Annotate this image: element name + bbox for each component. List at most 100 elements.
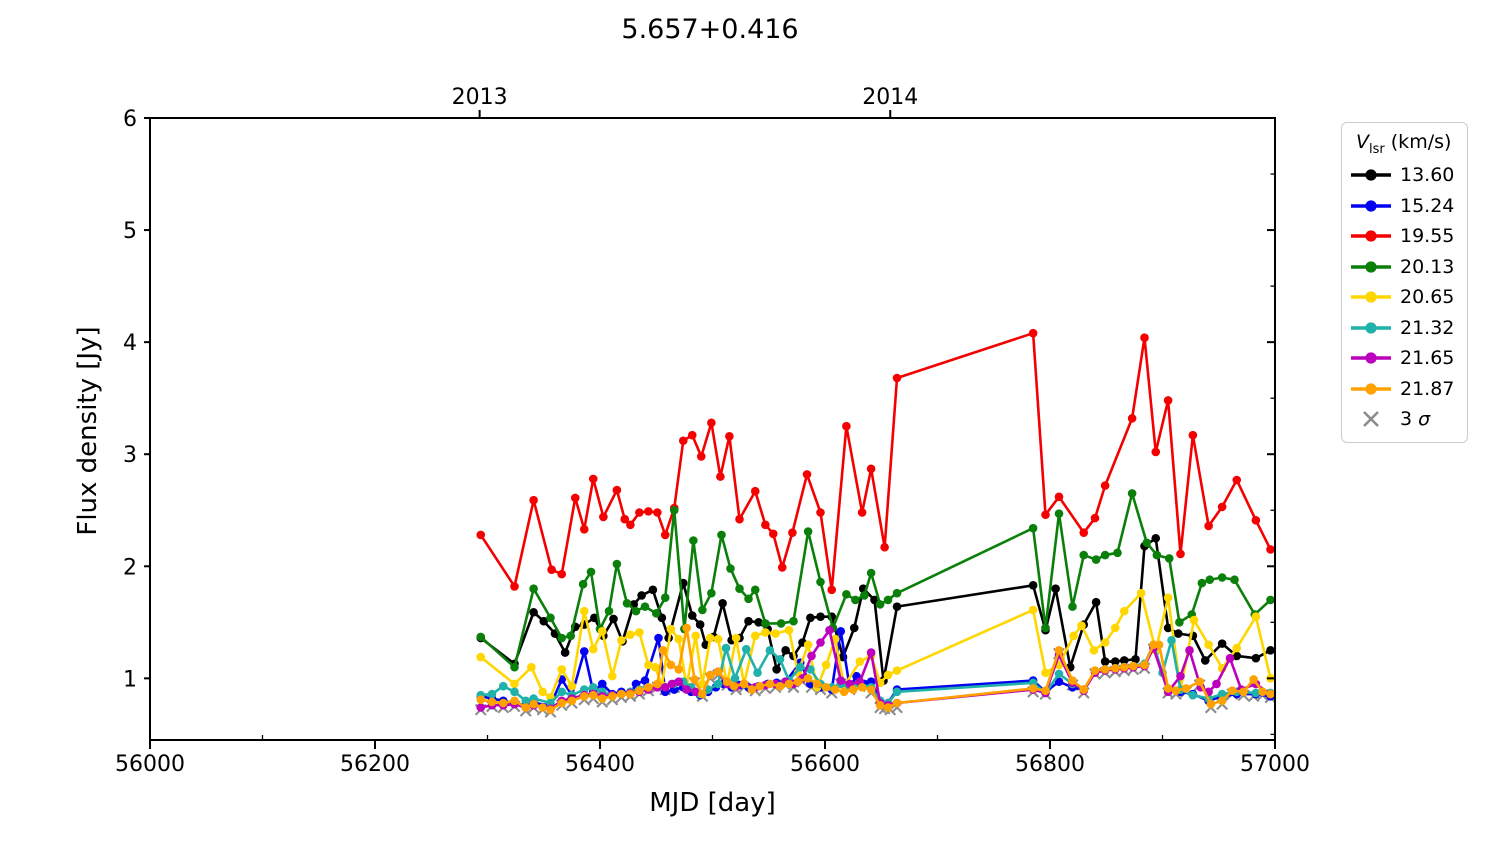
data-point-21.87 [567, 696, 577, 706]
data-point-20.65 [1028, 605, 1038, 615]
legend-item-label: 20.65 [1400, 286, 1455, 309]
data-point-19.55 [768, 529, 778, 539]
data-point-21.32 [795, 662, 805, 672]
data-point-20.65 [1100, 638, 1110, 647]
data-point-21.87 [1110, 663, 1120, 673]
legend-sigma-label: 3 σ [1400, 408, 1431, 431]
data-point-19.55 [1217, 502, 1227, 512]
data-point-20.13 [803, 527, 813, 536]
legend-item-label: 21.87 [1400, 377, 1455, 400]
data-point-20.13 [1197, 578, 1207, 588]
data-point-21.87 [1154, 640, 1164, 650]
data-point-20.13 [1068, 602, 1077, 611]
data-point-19.55 [1266, 545, 1275, 554]
data-point-13.60 [695, 620, 705, 629]
data-point-20.13 [669, 505, 679, 515]
data-point-19.55 [802, 470, 812, 479]
data-point-21.65 [1176, 671, 1185, 681]
data-point-21.87 [875, 700, 885, 710]
data-point-19.55 [653, 508, 662, 517]
data-point-20.13 [776, 619, 786, 628]
series-line-19.55 [479, 331, 1272, 592]
data-point-20.13 [883, 595, 893, 605]
data-point-13.60 [1119, 656, 1129, 665]
data-point-13.60 [781, 646, 790, 655]
data-point-21.87 [653, 679, 662, 689]
data-point-21.65 [476, 703, 486, 712]
data-point-19.55 [547, 565, 556, 574]
data-point-21.87 [538, 703, 547, 712]
data-point-19.55 [1127, 414, 1137, 423]
data-point-21.87 [1266, 689, 1275, 699]
data-point-13.60 [560, 648, 570, 657]
legend-box: Vlsr (km/s) 13.60 15.24 19.55 20.13 20.65 21.… [1341, 122, 1468, 444]
data-point-20.65 [1069, 631, 1078, 641]
data-point-15.24 [579, 647, 589, 656]
data-point-19.55 [660, 530, 670, 540]
data-point-21.65 [660, 683, 670, 692]
data-point-21.87 [1171, 686, 1181, 695]
data-point-13.60 [529, 607, 538, 617]
data-point-13.60 [539, 616, 549, 626]
data-point-21.87 [1249, 675, 1258, 684]
data-point-19.55 [570, 493, 580, 503]
data-point-20.65 [617, 635, 626, 645]
legend-title-unit: (km/s) [1384, 131, 1452, 153]
data-point-21.65 [1185, 646, 1194, 655]
data-point-21.87 [635, 686, 644, 695]
data-point-20.65 [1251, 612, 1261, 622]
data-point-21.32 [498, 681, 508, 691]
data-point-21.87 [1079, 685, 1089, 694]
legend-title-symbol: V [1356, 131, 1369, 153]
data-point-21.87 [1054, 646, 1064, 655]
data-point-19.55 [687, 430, 697, 440]
data-point-20.65 [1136, 588, 1146, 598]
legend-title-subscript: lsr [1369, 141, 1385, 157]
data-point-19.55 [725, 431, 734, 441]
data-point-21.87 [803, 674, 813, 683]
top-year-label: 2013 [452, 85, 508, 110]
data-point-15.24 [654, 633, 663, 643]
data-point-21.87 [626, 689, 635, 699]
legend-marker-icon [1351, 199, 1391, 212]
legend-item-20.65: 20.65 [1350, 282, 1459, 313]
data-point-21.32 [741, 644, 751, 654]
top-year-label: 2014 [862, 85, 918, 110]
data-point-21.87 [821, 683, 831, 692]
data-point-20.65 [750, 631, 760, 641]
legend-marker-icon [1351, 382, 1391, 395]
data-point-21.87 [729, 681, 739, 691]
data-point-21.87 [1100, 665, 1110, 674]
data-point-20.13 [1266, 595, 1275, 605]
data-point-15.24 [597, 679, 607, 689]
data-point-19.55 [599, 512, 608, 522]
legend-marker-icon [1351, 321, 1391, 334]
data-point-20.13 [578, 579, 588, 589]
data-point-13.60 [687, 611, 697, 620]
data-point-20.13 [689, 536, 698, 545]
data-point-19.55 [880, 542, 889, 552]
data-point-20.13 [1113, 548, 1122, 558]
data-point-20.65 [855, 657, 865, 666]
data-point-21.87 [644, 683, 653, 692]
data-point-19.55 [644, 507, 653, 516]
legend-item-label: 21.65 [1400, 347, 1455, 370]
legend-item-sigma: 3 σ [1350, 404, 1459, 435]
data-point-13.60 [772, 665, 781, 674]
data-point-21.32 [588, 683, 598, 692]
data-point-21.87 [1239, 687, 1248, 697]
x-tick-label: 56200 [340, 752, 410, 777]
data-point-21.87 [529, 699, 538, 709]
data-point-20.13 [510, 662, 519, 672]
x-tick-label: 57000 [1240, 752, 1310, 777]
data-point-19.55 [588, 474, 598, 484]
data-point-21.32 [721, 643, 731, 653]
data-point-21.87 [666, 660, 676, 670]
data-point-20.13 [735, 584, 744, 594]
data-point-19.55 [510, 582, 519, 591]
data-point-21.32 [510, 687, 519, 697]
data-point-19.55 [557, 569, 567, 579]
data-point-21.32 [753, 668, 762, 678]
data-point-20.13 [1164, 554, 1174, 563]
data-point-20.13 [1091, 555, 1101, 564]
